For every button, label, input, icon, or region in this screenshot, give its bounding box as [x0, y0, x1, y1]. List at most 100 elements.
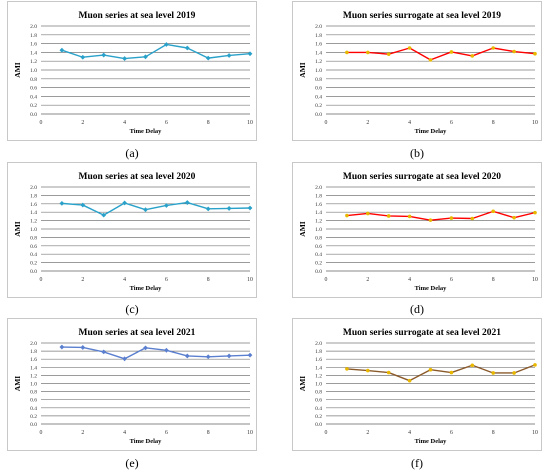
data-point	[184, 353, 190, 359]
y-tick-label: 1.6	[30, 202, 37, 208]
y-tick-label: 0.2	[315, 414, 322, 420]
data-point	[101, 349, 107, 355]
x-tick-label: 0	[40, 120, 43, 126]
chart-title: Muon series at sea level 2021	[79, 328, 196, 338]
chart-title: Muon series at sea level 2020	[79, 172, 196, 182]
data-point	[533, 51, 537, 56]
data-point	[205, 354, 211, 360]
data-point	[407, 214, 412, 219]
y-tick-label: 1.8	[315, 193, 322, 199]
panel-caption: (d)	[410, 302, 424, 316]
x-tick-label: 0	[325, 277, 328, 283]
series-line	[61, 43, 251, 60]
series-line	[346, 47, 536, 61]
chart-title: Muon series surrogate at sea level 2021	[343, 328, 501, 338]
chart-frame: Muon series at sea level 2021 0.0 0.2 0.4 0.…	[7, 318, 257, 451]
chart-panel: Muon series surrogate at sea level 2019 0…	[292, 1, 542, 141]
x-tick-label: 8	[207, 120, 210, 126]
chart-panel: Muon series at sea level 2021 0.0 0.2 0.4 0.…	[7, 318, 257, 451]
data-point	[80, 202, 86, 208]
x-tick-label: 6	[165, 430, 168, 436]
chart-title: Muon series surrogate at sea level 2020	[343, 172, 501, 182]
x-tick-label: 6	[165, 120, 168, 126]
x-tick-label: 8	[207, 430, 210, 436]
x-tick-label: 2	[366, 430, 369, 436]
y-tick-label: 1.8	[315, 33, 322, 39]
chart-panel: Muon series surrogate at sea level 2020 0…	[292, 162, 542, 298]
line-chart: Muon series at sea level 2021 0.0 0.2 0.4 0.…	[13, 328, 253, 445]
data-point	[428, 58, 433, 62]
y-tick-label: 0.8	[30, 390, 37, 396]
panel-caption: (f)	[411, 456, 423, 470]
y-tick-label: 0.2	[315, 261, 322, 267]
data-point	[449, 216, 454, 220]
y-tick-label: 2.0	[315, 185, 322, 191]
data-point	[122, 200, 127, 206]
data-point	[247, 352, 253, 358]
y-tick-label: 2.0	[315, 341, 322, 347]
data-point	[512, 215, 516, 220]
x-tick-label: 2	[366, 120, 369, 126]
data-point	[122, 56, 127, 61]
chart-frame: Muon series surrogate at sea level 2021 0…	[292, 318, 542, 451]
data-point	[226, 353, 232, 359]
x-tick-label: 10	[247, 120, 253, 126]
data-point	[164, 42, 169, 47]
x-tick-label: 8	[207, 277, 210, 283]
y-tick-label: 1.6	[315, 42, 322, 48]
data-point	[59, 47, 65, 53]
data-point	[205, 55, 211, 61]
y-tick-label: 1.0	[315, 68, 322, 74]
data-point	[164, 347, 169, 353]
y-tick-label: 0.8	[315, 390, 322, 396]
y-tick-label: 0.2	[30, 261, 37, 267]
data-point	[449, 50, 454, 54]
y-tick-label: 1.6	[30, 357, 37, 363]
y-tick-label: 0.6	[315, 244, 322, 250]
y-tick-label: 0.6	[30, 244, 37, 250]
y-tick-label: 0.6	[315, 398, 322, 404]
x-tick-label: 0	[40, 277, 43, 283]
y-tick-label: 0.4	[315, 406, 322, 412]
y-tick-label: 0.0	[315, 422, 322, 428]
chart-title: Muon series surrogate at sea level 2019	[343, 11, 501, 21]
x-tick-label: 2	[366, 277, 369, 283]
y-tick-label: 0.8	[30, 235, 37, 241]
chart-frame: Muon series surrogate at sea level 2019 0…	[292, 1, 542, 141]
y-tick-label: 0.0	[315, 112, 322, 118]
data-point	[247, 205, 253, 211]
data-point	[80, 54, 86, 60]
data-point	[226, 206, 232, 211]
chart-panel: Muon series at sea level 2019 0.0 0.2 0.4 0.…	[7, 1, 257, 141]
x-tick-label: 8	[492, 430, 495, 436]
x-tick-label: 4	[123, 277, 126, 283]
x-tick-label: 2	[81, 120, 84, 126]
data-point	[345, 213, 349, 218]
x-tick-label: 8	[492, 277, 495, 283]
x-tick-label: 6	[450, 277, 453, 283]
x-axis-label: Time Delay	[415, 285, 448, 292]
y-tick-label: 1.0	[315, 227, 322, 233]
y-tick-label: 0.2	[30, 103, 37, 109]
y-tick-label: 0.4	[315, 252, 322, 258]
y-tick-label: 1.8	[30, 193, 37, 199]
y-tick-label: 2.0	[30, 24, 37, 30]
y-tick-label: 0.8	[30, 77, 37, 83]
line-chart: Muon series at sea level 2019 0.0 0.2 0.4 0.…	[13, 11, 253, 135]
y-tick-label: 0.0	[30, 112, 37, 118]
data-point	[247, 51, 253, 57]
data-point	[470, 363, 475, 368]
x-axis-label: Time Delay	[415, 128, 448, 135]
y-tick-label: 1.0	[30, 382, 37, 388]
data-point	[366, 50, 370, 55]
y-tick-label: 1.0	[30, 68, 37, 74]
data-point	[533, 363, 537, 367]
data-point	[184, 45, 190, 51]
y-tick-label: 1.4	[315, 365, 322, 371]
data-point	[345, 50, 349, 55]
y-tick-label: 0.6	[315, 86, 322, 92]
x-tick-label: 8	[492, 120, 495, 126]
data-point	[386, 52, 391, 56]
y-tick-label: 1.6	[30, 42, 37, 48]
x-tick-label: 2	[81, 430, 84, 436]
